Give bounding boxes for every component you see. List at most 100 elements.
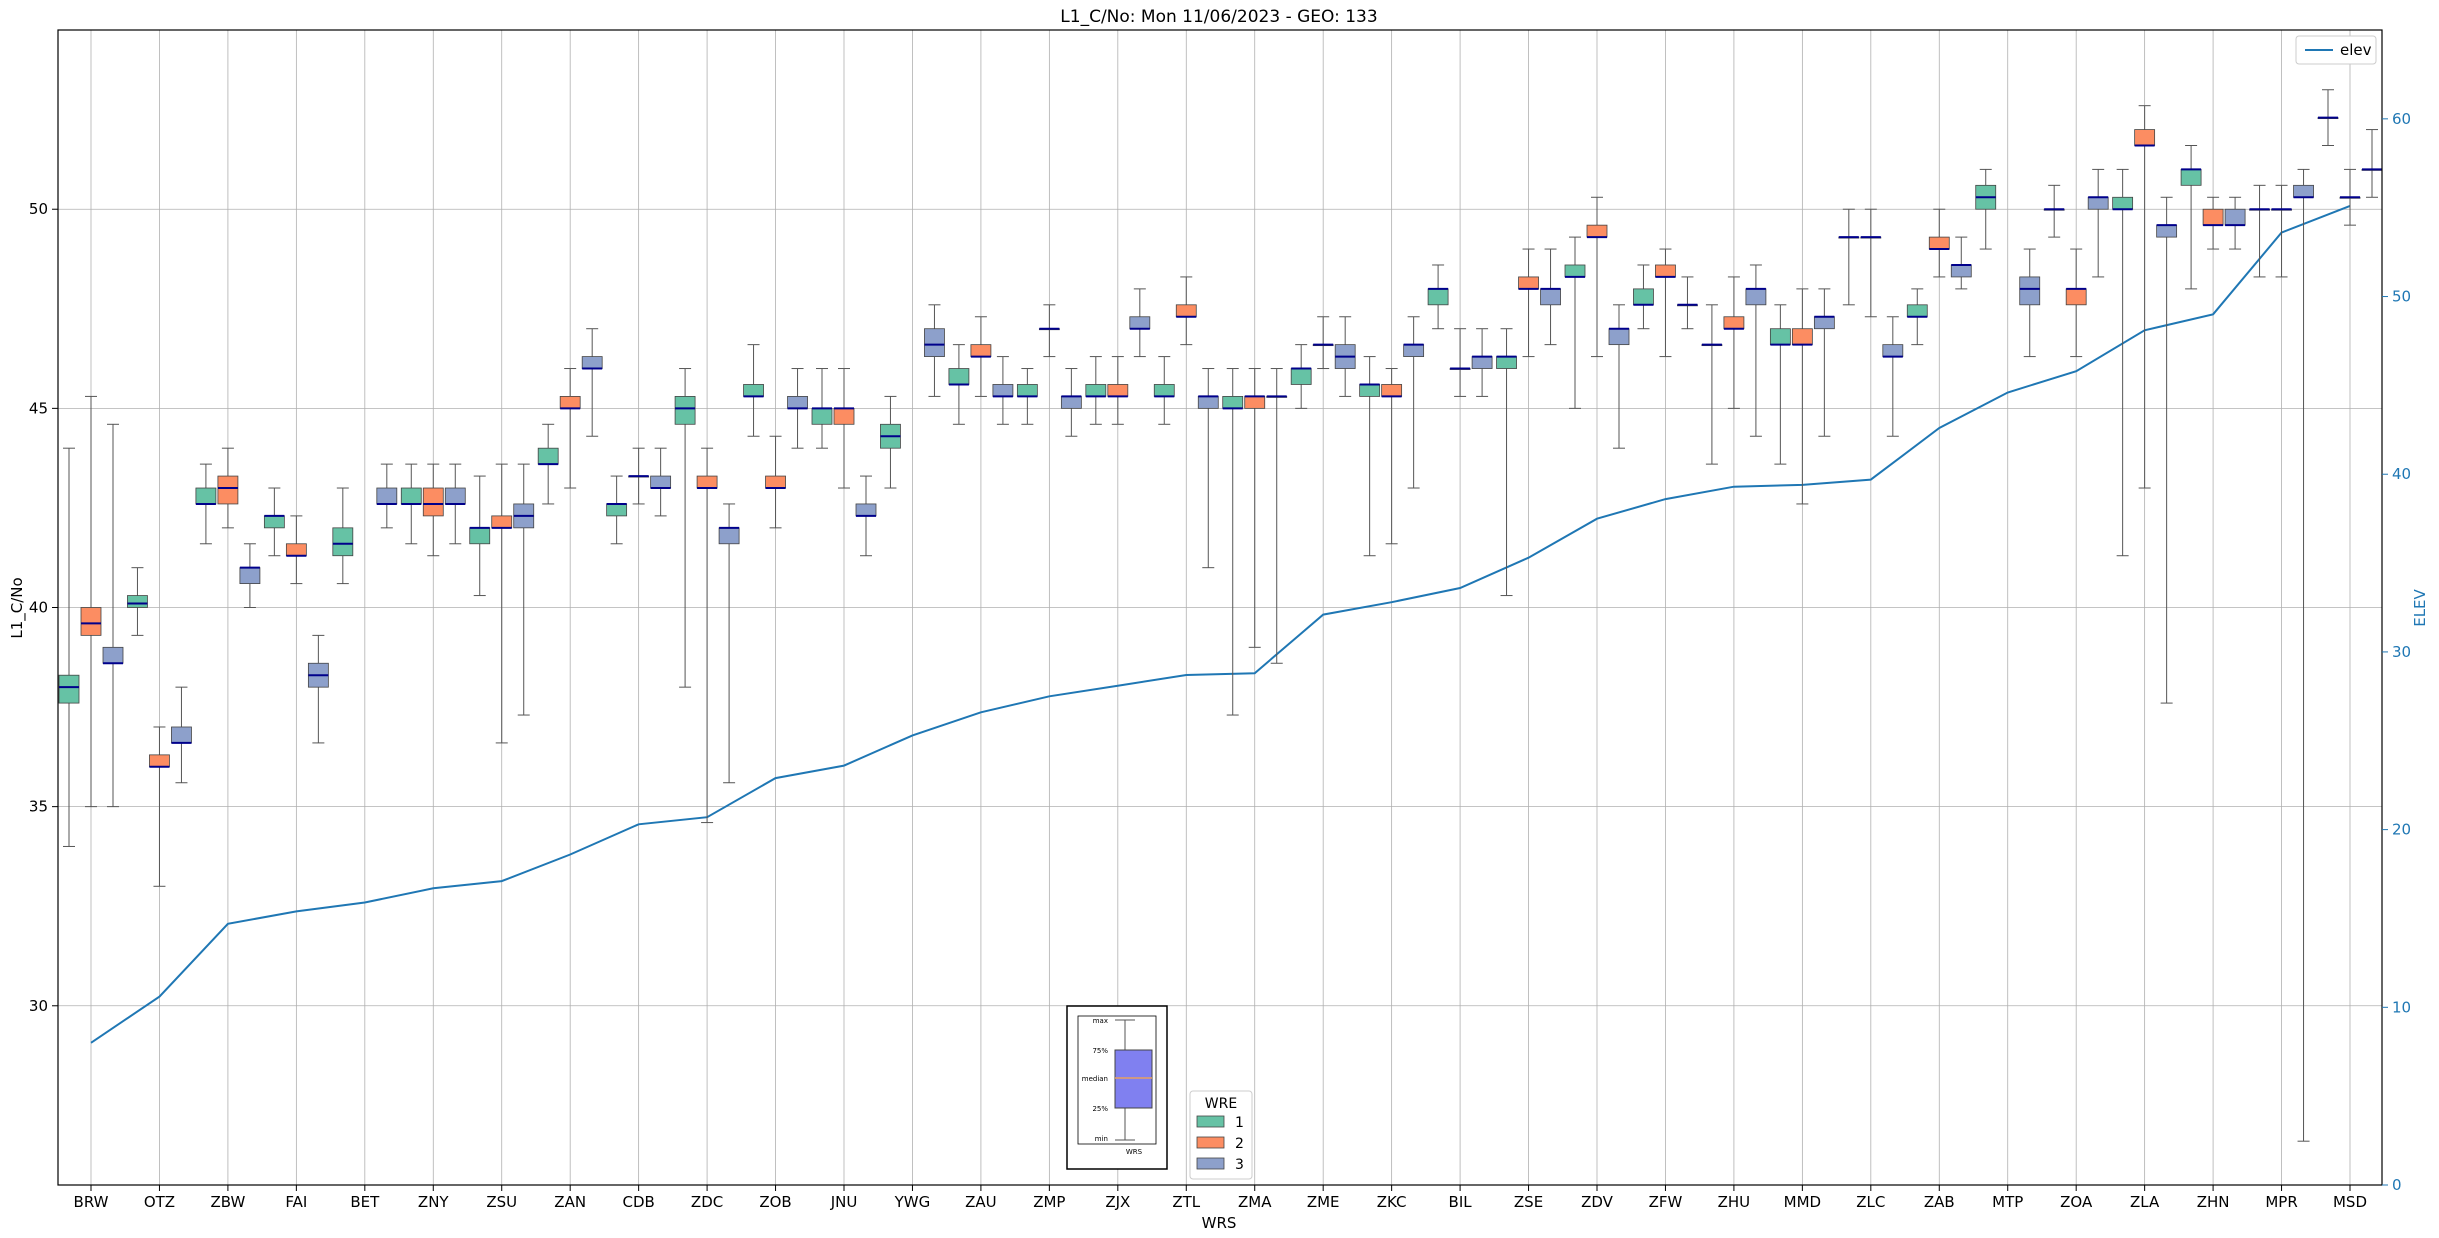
box-zkc-wre1: [1359, 356, 1381, 557]
y-ticks: 30 35 40 45 50: [29, 200, 58, 1015]
box-zme-wre1: [1290, 344, 1312, 409]
x-tick-label: ZOA: [2060, 1193, 2093, 1211]
box-mmd-wre3: [1813, 288, 1835, 437]
y2-tick-label: 60: [2392, 110, 2411, 128]
box-body: [1769, 328, 1791, 346]
box-ztl-wre3: [1197, 368, 1219, 569]
wre-legend-swatch-2: [1196, 1136, 1225, 1149]
box-body: [469, 527, 491, 545]
box-body: [127, 595, 148, 608]
wre-legend-swatch-3: [1196, 1157, 1225, 1170]
box-zny-wre1: [400, 463, 422, 545]
box-jnu-wre2: [833, 368, 855, 489]
y-tick-label: 35: [29, 798, 48, 816]
x-tick-label: ZNY: [418, 1193, 449, 1211]
box-ywg-wre1: [880, 395, 901, 489]
box-cdb-wre2: [628, 447, 650, 505]
box-body: [2224, 208, 2246, 226]
box-body: [1060, 396, 1082, 409]
box-msd-wre3: [2361, 129, 2383, 198]
box-body: [1085, 384, 1107, 397]
x-tick-label: ZDV: [1581, 1193, 1614, 1211]
x-tick-label: FAI: [285, 1193, 307, 1211]
box-body: [1153, 384, 1175, 397]
box-body: [2112, 196, 2134, 210]
x-tick-label: MTP: [1992, 1193, 2023, 1211]
box-key-xlabel: WRS: [1126, 1148, 1143, 1156]
box-zny-wre2: [422, 463, 444, 557]
chart-title: L1_C/No: Mon 11/06/2023 - GEO: 133: [1060, 7, 1377, 27]
box-body: [1518, 276, 1539, 290]
box-fai-wre3: [307, 634, 329, 744]
x-tick-label: ZJX: [1105, 1193, 1130, 1211]
box-key-box: [1114, 1049, 1153, 1109]
box-body: [1723, 316, 1745, 330]
box-body: [855, 503, 877, 517]
box-body: [1403, 344, 1425, 357]
box-body: [149, 754, 170, 768]
box-body: [1655, 264, 1676, 278]
box-zbw-wre2: [217, 447, 239, 529]
x-tick-label: BRW: [74, 1193, 109, 1211]
box-zma-wre3: [1266, 368, 1288, 664]
box-zfw-wre3: [1677, 276, 1698, 330]
y-tick-label: 45: [29, 399, 48, 417]
wre-legend-label-2: 2: [1235, 1136, 1244, 1152]
box-zlc-wre1: [1838, 208, 1860, 306]
x-tick-label: ZKC: [1377, 1193, 1407, 1211]
box-zdc-wre1: [674, 368, 696, 688]
box-body: [970, 344, 992, 357]
x-tick-label: ZBW: [210, 1193, 245, 1211]
box-body: [1197, 396, 1219, 409]
box-body: [491, 515, 513, 529]
box-zla-wre3: [2156, 196, 2178, 704]
y2-axis-label: ELEV: [2411, 588, 2429, 626]
box-body: [422, 487, 444, 517]
box-zma-wre1: [1222, 368, 1244, 716]
box-key-label-max: max: [1093, 1017, 1108, 1025]
box-body: [1791, 328, 1813, 346]
x-tick-label: JNU: [830, 1193, 858, 1211]
line-legend-label: elev: [2340, 41, 2372, 59]
box-body: [2065, 288, 2087, 306]
box-body: [332, 527, 354, 557]
y2-tick-label: 20: [2392, 821, 2411, 839]
box-zme-wre3: [1334, 316, 1356, 397]
box-body: [2202, 208, 2224, 226]
x-tick-label: ZFW: [1649, 1193, 1683, 1211]
box-zlc-wre3: [1882, 316, 1904, 437]
box-zkc-wre2: [1381, 368, 1403, 545]
box-body: [2293, 184, 2314, 198]
box-zse-wre1: [1496, 328, 1517, 597]
box-zau-wre2: [970, 316, 992, 397]
box-zfw-wre1: [1633, 264, 1654, 330]
box-mmd-wre1: [1769, 304, 1791, 465]
box-key-label-q3: 75%: [1092, 1047, 1108, 1055]
x-tick-label: MSD: [2333, 1193, 2367, 1211]
box-key-label-median: median: [1082, 1075, 1108, 1083]
box-zab-wre1: [1906, 288, 1928, 346]
box-otz-wre3: [171, 686, 192, 784]
box-body: [2019, 276, 2041, 306]
y2-tick-label: 50: [2392, 288, 2411, 306]
box-zhn-wre1: [2180, 145, 2202, 290]
box-zdv-wre3: [1608, 304, 1630, 449]
box-zmp-wre1: [1016, 368, 1038, 425]
wre-legend-title: WRE: [1205, 1096, 1237, 1112]
box-mpr-wre1: [2249, 184, 2270, 278]
box-body: [195, 487, 217, 505]
box-cdb-wre3: [650, 447, 672, 517]
box-body: [606, 503, 628, 517]
box-mpr-wre3: [2293, 168, 2314, 1142]
box-body: [948, 368, 970, 385]
box-body: [376, 487, 398, 505]
box-body: [2087, 196, 2109, 210]
x-tick-label: MMD: [1784, 1193, 1821, 1211]
x-tick-label: OTZ: [144, 1193, 175, 1211]
box-body: [1586, 224, 1608, 238]
box-body: [1222, 396, 1244, 409]
box-body: [1608, 328, 1630, 346]
box-zma-wre2: [1244, 368, 1266, 648]
box-brw-wre3: [102, 423, 124, 808]
